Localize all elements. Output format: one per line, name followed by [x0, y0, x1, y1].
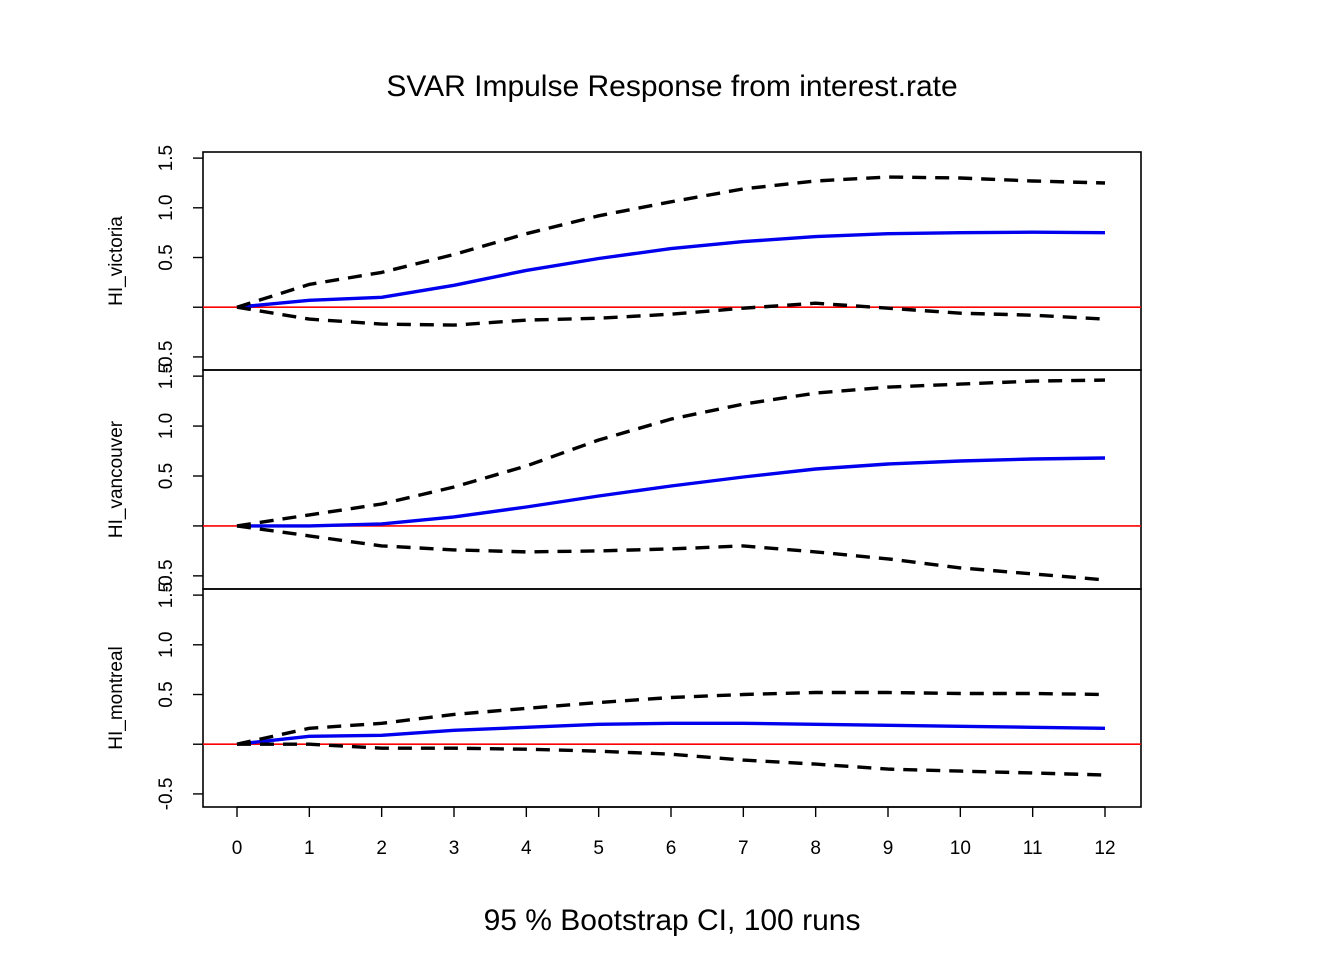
y-tick-label: 0.5	[156, 244, 177, 270]
x-tick-label: 3	[449, 838, 460, 859]
y-axis-label: HI_montreal	[106, 646, 127, 750]
y-tick-label: 1.0	[156, 632, 177, 658]
chart-title: SVAR Impulse Response from interest.rate	[386, 70, 957, 103]
y-tick-label: 0.5	[156, 681, 177, 707]
y-axis-label: HI_victoria	[106, 216, 127, 306]
x-tick-label: 1	[304, 838, 315, 859]
y-tick-label: 1.5	[156, 582, 177, 608]
x-axis-title: 95 % Bootstrap CI, 100 runs	[484, 904, 861, 937]
y-tick-label: 1.0	[156, 195, 177, 221]
lower-ci-line	[236, 524, 1106, 582]
y-tick-label: -0.5	[156, 559, 177, 592]
lower-ci-line	[237, 742, 1106, 777]
x-tick-label: 9	[883, 838, 894, 859]
y-tick-label: 0.5	[156, 463, 177, 489]
panel-frame	[202, 151, 1142, 371]
x-tick-label: 2	[376, 838, 387, 859]
panels: -0.5 0.5 1.0 1.5 HI_victoria -0.5 0.5 1.0 1.5 HI_…	[106, 145, 1142, 811]
y-tick-label: -0.5	[156, 778, 177, 811]
y-tick-label: 1.5	[156, 145, 177, 171]
upper-ci-line	[236, 690, 1106, 746]
x-tick-label: 11	[1023, 838, 1043, 859]
upper-ci-line	[236, 378, 1106, 528]
panel-2: -0.5 0.5 1.0 1.5 HI_vancouver	[106, 363, 1142, 592]
response-line	[236, 721, 1106, 746]
y-axis-label: HI_vancouver	[106, 420, 127, 538]
x-tick-label: 7	[738, 838, 749, 859]
panel-frame	[202, 369, 1142, 590]
y-tick-label: 1.5	[156, 363, 177, 389]
panel-3: -0.5 0.5 1.0 1.5 HI_montreal	[106, 582, 1142, 811]
x-axis: 0 1 2 3 4 5 6 7 8 9 10 11 12	[232, 806, 1116, 859]
x-tick-label: 0	[232, 838, 243, 859]
y-tick-label: 1.0	[156, 413, 177, 439]
x-tick-label: 12	[1094, 838, 1115, 859]
response-line	[236, 230, 1106, 309]
y-tick-label: -0.5	[156, 341, 177, 374]
x-tick-label: 6	[666, 838, 677, 859]
x-tick-label: 5	[593, 838, 604, 859]
response-line	[237, 456, 1106, 528]
upper-ci-line	[236, 175, 1106, 309]
lower-ci-line	[236, 301, 1106, 327]
x-tick-label: 10	[950, 838, 971, 859]
panel-1: -0.5 0.5 1.0 1.5 HI_victoria	[106, 145, 1142, 374]
x-tick-label: 8	[810, 838, 821, 859]
x-tick-label: 4	[521, 838, 532, 859]
